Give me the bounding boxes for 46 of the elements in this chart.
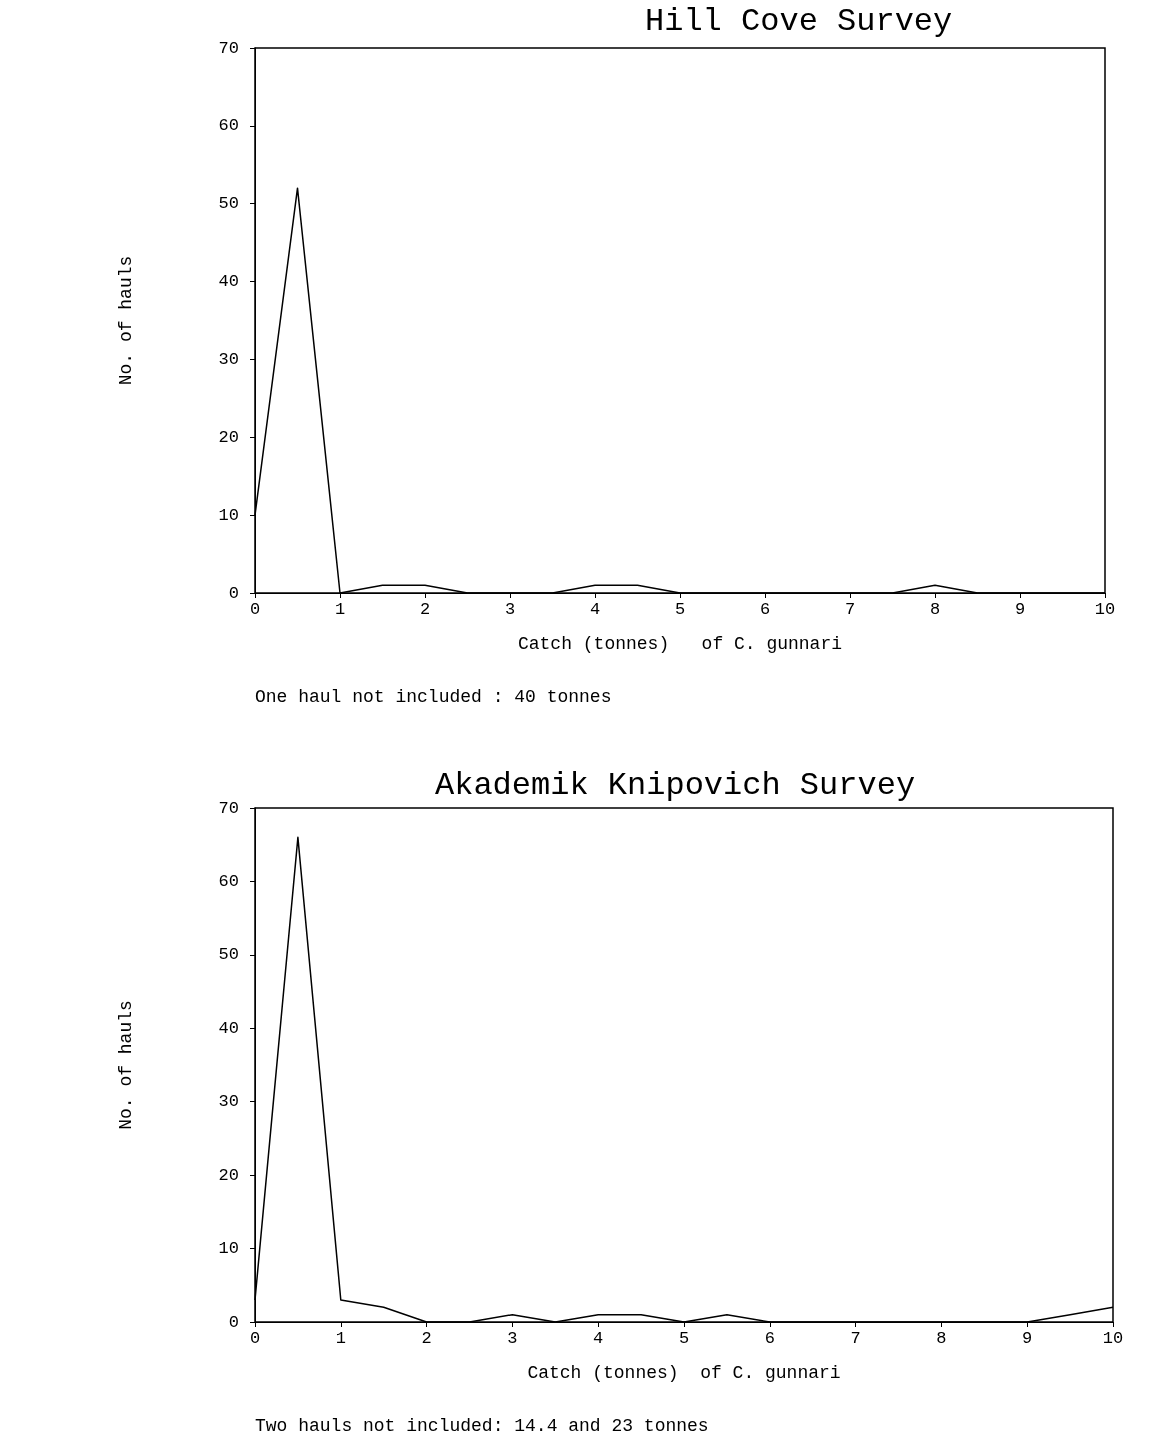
x-tick-label: 8 bbox=[929, 600, 941, 619]
x-tick-label: 4 bbox=[589, 600, 601, 619]
y-axis-title: No. of hauls bbox=[116, 1000, 136, 1130]
y-tick-label: 70 bbox=[218, 798, 239, 818]
text: One haul not included : 40 tonnes bbox=[255, 687, 612, 707]
x-tick-label: 1 bbox=[335, 1329, 346, 1348]
y-tick-label: 30 bbox=[218, 349, 239, 369]
y-tick-label: 70 bbox=[218, 38, 239, 58]
y-tick-label: 40 bbox=[218, 1018, 239, 1038]
x-axis-title: Catch (tonnes) of C. gunnari bbox=[517, 634, 843, 654]
x-tick-label: 8 bbox=[936, 1329, 947, 1348]
x-tick-label: 2 bbox=[421, 1329, 432, 1348]
y-tick-label: 50 bbox=[218, 945, 239, 965]
x-tick-label: 10 bbox=[1094, 600, 1116, 619]
x-tick-label: 3 bbox=[504, 600, 516, 619]
x-tick-label: 7 bbox=[850, 1329, 861, 1348]
y-tick-label: 20 bbox=[218, 427, 239, 447]
text: Two hauls not included: 14.4 and 23 tonnes bbox=[255, 1416, 709, 1436]
x-tick-label: 2 bbox=[419, 600, 431, 619]
x-tick-label: 9 bbox=[1014, 600, 1026, 619]
y-axis-title: No. of hauls bbox=[116, 255, 136, 386]
y-tick-label: 30 bbox=[218, 1092, 239, 1112]
y-tick-label: 50 bbox=[218, 194, 239, 214]
x-tick-label: 1 bbox=[334, 600, 346, 619]
x-axis-title: Catch (tonnes) of C. gunnari bbox=[527, 1363, 841, 1383]
y-tick-label: 60 bbox=[218, 871, 239, 891]
x-tick-label: 9 bbox=[1022, 1329, 1033, 1348]
y-tick-label: 60 bbox=[218, 116, 239, 136]
x-tick-label: 5 bbox=[674, 600, 686, 619]
chart-title: Akademik Knipovich Survey bbox=[435, 766, 916, 804]
x-tick-label: 6 bbox=[764, 1329, 775, 1348]
x-tick-label: 3 bbox=[507, 1329, 518, 1348]
y-tick-label: 40 bbox=[218, 272, 239, 292]
x-tick-label: 6 bbox=[759, 600, 771, 619]
y-tick-label: 0 bbox=[228, 583, 239, 603]
x-tick-label: 7 bbox=[844, 600, 856, 619]
y-tick-label: 10 bbox=[218, 505, 239, 525]
x-tick-label: 5 bbox=[678, 1329, 690, 1348]
x-tick-label: 10 bbox=[1102, 1329, 1124, 1348]
x-tick-label: 0 bbox=[249, 1329, 261, 1348]
chart-title: Hill Cove Survey bbox=[645, 2, 953, 40]
y-tick-label: 10 bbox=[218, 1239, 239, 1259]
y-tick-label: 0 bbox=[228, 1312, 239, 1332]
x-tick-label: 4 bbox=[593, 1329, 604, 1348]
y-tick-label: 20 bbox=[218, 1165, 239, 1185]
x-tick-label: 0 bbox=[249, 600, 261, 619]
